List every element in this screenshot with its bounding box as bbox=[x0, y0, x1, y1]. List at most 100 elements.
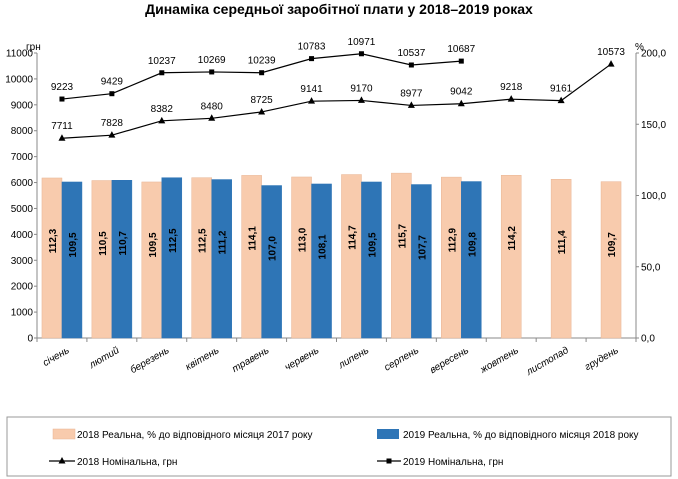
bar-2019-label: 107,7 bbox=[417, 235, 428, 260]
line-2019-nominal-label: 10687 bbox=[447, 44, 475, 55]
left-tick-label: 2000 bbox=[11, 282, 34, 293]
bar-2018-label: 115,7 bbox=[397, 223, 408, 248]
left-tick-label: 8000 bbox=[11, 126, 34, 137]
chart-title: Динаміка середньої заробітної плати у 20… bbox=[145, 1, 533, 17]
right-tick-label: 200,0 bbox=[641, 49, 666, 60]
bar-2019 bbox=[61, 181, 83, 339]
legend-box bbox=[6, 416, 672, 477]
triangle-marker bbox=[607, 60, 615, 67]
bar-2018 bbox=[550, 179, 572, 339]
legend-label-2018-nominal: 2018 Номінальна, грн bbox=[77, 457, 177, 468]
bar-2018 bbox=[500, 175, 522, 339]
square-marker bbox=[259, 70, 265, 76]
triangle-marker bbox=[258, 107, 266, 115]
bar-2018-label: 114,1 bbox=[248, 226, 259, 251]
category-label: грудень bbox=[583, 345, 621, 373]
left-tick-label: 6000 bbox=[11, 178, 34, 189]
line-2019-nominal-label: 9429 bbox=[101, 77, 124, 88]
category-label: жовтень bbox=[478, 345, 521, 376]
category-label: березень bbox=[128, 344, 171, 376]
legend-triangle-marker bbox=[58, 457, 66, 464]
bar-2018-label: 112,9 bbox=[447, 227, 458, 252]
triangle-marker bbox=[457, 99, 465, 107]
bar-2019 bbox=[211, 179, 232, 339]
right-tick-label: 0,0 bbox=[641, 334, 655, 345]
right-axis-unit: % bbox=[635, 42, 644, 53]
bar-2019 bbox=[461, 181, 482, 339]
triangle-marker bbox=[557, 96, 565, 104]
bar-2018-label: 114,2 bbox=[507, 226, 518, 251]
right-tick-label: 150,0 bbox=[641, 120, 666, 131]
triangle-marker bbox=[158, 116, 166, 124]
category-label: червень bbox=[283, 345, 321, 373]
category-label: лютий bbox=[87, 345, 122, 372]
legend-label-2019-nominal: 2019 Номінальна, грн bbox=[403, 457, 503, 468]
left-tick-label: 5000 bbox=[11, 204, 34, 215]
triangle-marker bbox=[208, 114, 216, 121]
legend-label-2019-real: 2019 Реальна, % до відповідного місяця 2… bbox=[403, 430, 639, 441]
bar-2019-label: 109,5 bbox=[367, 232, 378, 257]
line-2018-nominal-label: 10573 bbox=[597, 47, 625, 58]
bar-2019 bbox=[111, 180, 133, 339]
bar-2018 bbox=[41, 177, 63, 339]
bar-2019-label: 109,8 bbox=[467, 232, 478, 257]
line-2018-nominal-label: 8977 bbox=[400, 88, 423, 99]
bars: 112,3 109,5 110,5 110,7 109,5 112,5 112,5 111,2… bbox=[41, 172, 622, 339]
legend-swatch-2018-real bbox=[52, 428, 76, 440]
line-2018-nominal-label: 9141 bbox=[300, 84, 323, 95]
bar-2018 bbox=[391, 172, 412, 339]
line-2019-nominal-label: 9223 bbox=[51, 82, 74, 93]
line-2018-nominal-label: 9161 bbox=[550, 84, 573, 95]
bar-2018-label: 114,7 bbox=[347, 225, 358, 250]
legend: 2018 Реальна, % до відповідного місяця 2… bbox=[6, 416, 672, 477]
triangle-marker bbox=[507, 95, 515, 102]
bar-2019 bbox=[261, 185, 282, 339]
bar-2018 bbox=[291, 176, 312, 339]
bar-2018 bbox=[441, 176, 462, 339]
line-2018-nominal-label: 8382 bbox=[151, 104, 174, 115]
triangle-marker bbox=[58, 134, 66, 141]
category-label: липень bbox=[336, 345, 371, 372]
bar-2018 bbox=[241, 175, 262, 339]
bar-2018 bbox=[341, 174, 362, 339]
legend-square-marker bbox=[386, 458, 392, 464]
bar-2018-label: 110,5 bbox=[98, 231, 109, 256]
square-marker bbox=[408, 62, 414, 68]
line-2018-nominal bbox=[61, 63, 612, 139]
line-2018-nominal-label: 7711 bbox=[51, 121, 73, 132]
triangle-marker bbox=[108, 131, 116, 138]
bar-2019 bbox=[311, 183, 332, 339]
left-tick-label: 4000 bbox=[11, 230, 34, 241]
line-2018-nominal-label: 8480 bbox=[201, 101, 224, 112]
right-tick-label: 50,0 bbox=[641, 262, 661, 273]
triangle-marker bbox=[357, 96, 365, 103]
bar-2018-label: 109,7 bbox=[607, 232, 618, 257]
square-marker bbox=[309, 56, 315, 62]
category-label: листопад bbox=[524, 345, 571, 379]
square-marker bbox=[358, 51, 364, 57]
category-label: серпень bbox=[383, 345, 421, 374]
square-marker bbox=[458, 58, 464, 64]
bar-2018 bbox=[600, 181, 622, 339]
category-label: травень bbox=[230, 345, 271, 375]
square-marker bbox=[109, 91, 115, 97]
bar-2018-label: 113,0 bbox=[298, 227, 309, 252]
line-2018-nominal-label: 9042 bbox=[450, 87, 473, 98]
bar-2019 bbox=[361, 181, 382, 339]
bar-2019-label: 107,0 bbox=[268, 236, 279, 261]
bar-2019-label: 111,2 bbox=[218, 230, 229, 254]
bar-2019-label: 108,1 bbox=[318, 234, 329, 259]
square-marker bbox=[159, 70, 165, 76]
right-tick-label: 100,0 bbox=[641, 191, 666, 202]
line-2018-nominal-label: 8725 bbox=[251, 95, 274, 106]
bar-2018-label: 111,4 bbox=[557, 230, 568, 254]
bar-2019-label: 112,5 bbox=[168, 228, 179, 253]
line-2019-nominal-label: 10971 bbox=[348, 37, 376, 48]
square-marker bbox=[59, 96, 65, 102]
axes: 0 1000 2000 3000 4000 5000 6000 7000 8000 9000 100… bbox=[5, 49, 666, 345]
bar-2018-label: 112,3 bbox=[48, 228, 59, 253]
triangle-marker bbox=[407, 101, 415, 108]
left-tick-label: 3000 bbox=[11, 256, 34, 267]
